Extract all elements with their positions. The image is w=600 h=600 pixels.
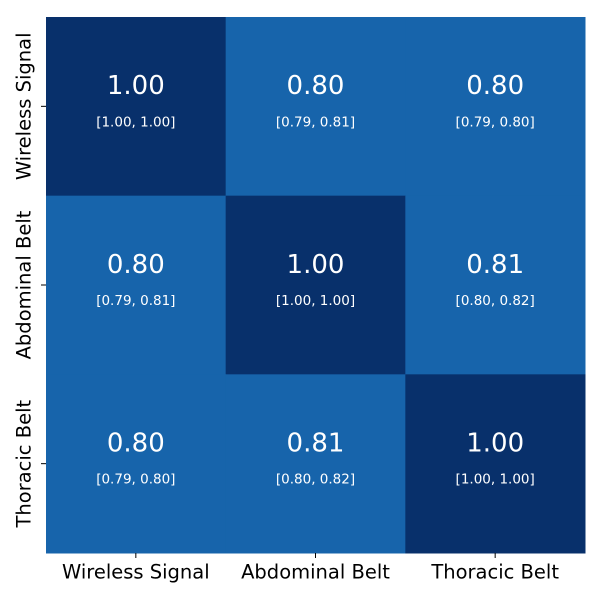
cell-value-label: 0.81 [287,429,345,459]
heatmap-annotations: 1.00 [1.00, 1.00] 0.80 [0.79, 0.81] 0.80 [0.7… [96,71,535,488]
cell-ci-label: [0.80, 0.82] [456,293,535,309]
y-tick-label: Abdominal Belt [13,210,36,359]
cell-ci-label: [0.79, 0.80] [96,472,175,488]
cell-ci-label: [1.00, 1.00] [456,472,535,488]
heatmap-cell-0-1 [225,17,406,197]
y-tick-label: Wireless Signal [13,32,36,180]
cell-ci-label: [0.79, 0.80] [456,114,535,130]
cell-value-label: 0.80 [107,429,165,459]
cell-value-label: 1.00 [466,429,524,459]
cell-ci-label: [0.79, 0.81] [96,293,175,309]
x-tick-label: Abdominal Belt [241,561,390,584]
heatmap-cell-1-2 [405,195,586,375]
x-tick-label: Wireless Signal [62,561,210,584]
cell-ci-label: [1.00, 1.00] [276,293,355,309]
heatmap-cells [46,17,586,554]
cell-value-label: 1.00 [107,71,165,101]
cell-ci-label: [1.00, 1.00] [96,114,175,130]
y-axis: Wireless Signal Abdominal Belt Thoracic Be… [13,32,46,529]
cell-ci-label: [0.80, 0.82] [276,472,355,488]
heatmap-cell-2-2 [405,374,586,554]
heatmap-cell-2-0 [46,374,227,554]
cell-value-label: 0.80 [287,71,345,101]
y-tick-label: Thoracic Belt [13,399,36,528]
cell-value-label: 0.80 [107,250,165,280]
heatmap-cell-0-2 [405,17,586,197]
cell-value-label: 1.00 [287,250,345,280]
cell-ci-label: [0.79, 0.81] [276,114,355,130]
heatmap-cell-1-0 [46,195,227,375]
heatmap-cell-1-1 [225,195,406,375]
x-tick-label: Thoracic Belt [430,561,559,584]
heatmap-cell-0-0 [46,17,227,197]
cell-value-label: 0.80 [466,71,524,101]
heatmap-cell-2-1 [225,374,406,554]
cell-value-label: 0.81 [466,250,524,280]
x-axis: Wireless Signal Abdominal Belt Thoracic Be… [62,553,559,584]
